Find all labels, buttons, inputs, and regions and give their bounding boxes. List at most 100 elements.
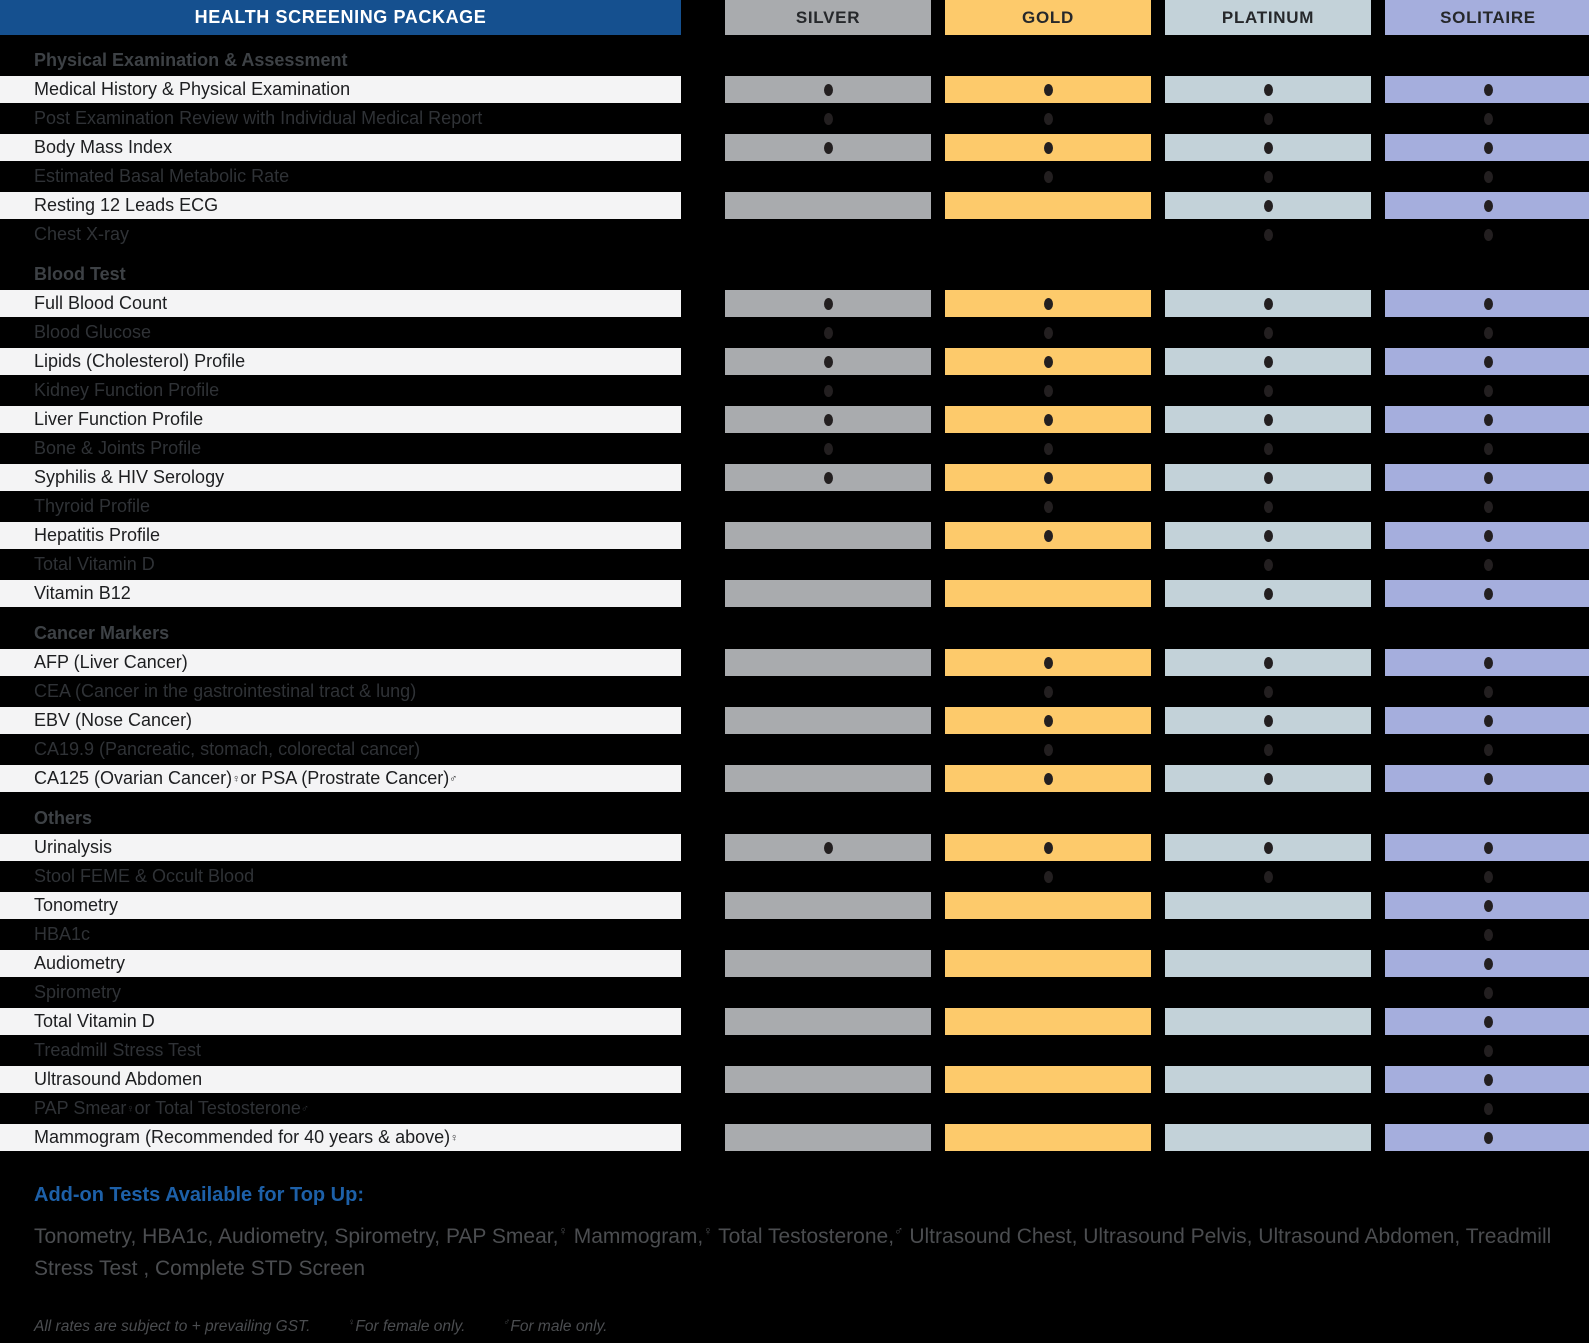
table-row: Hepatitis Profile <box>0 521 1589 550</box>
package-cell-silver <box>725 319 931 346</box>
row-label: CEA (Cancer in the gastrointestinal trac… <box>34 681 417 701</box>
included-dot <box>1043 83 1053 96</box>
package-cell-solitaire <box>1385 950 1589 977</box>
included-dot <box>1483 558 1493 571</box>
package-cell-silver <box>725 736 931 763</box>
included-dot <box>1263 228 1273 241</box>
included-dot <box>1043 772 1053 785</box>
included-dot <box>1483 384 1493 397</box>
row-label: CA125 (Ovarian Cancer) ♀ or PSA (Prostrat… <box>0 765 681 792</box>
package-cell-silver <box>725 1008 931 1035</box>
package-cell-solitaire <box>1385 522 1589 549</box>
package-cell-gold <box>945 736 1151 763</box>
package-cell-gold <box>945 493 1151 520</box>
table-row: AFP (Liver Cancer) <box>0 648 1589 677</box>
row-label: Tonometry <box>0 892 681 919</box>
included-dot <box>1263 326 1273 339</box>
footnote-male: ♂For male only. <box>503 1316 608 1335</box>
included-dot <box>1263 685 1273 698</box>
included-dot <box>1043 714 1053 727</box>
row-label: Total Vitamin D <box>0 1008 681 1035</box>
package-cell-silver <box>725 707 931 734</box>
included-dot <box>1043 685 1053 698</box>
row-label: Post Examination Review with Individual … <box>34 108 483 128</box>
included-dot <box>1043 170 1053 183</box>
included-dot <box>1263 442 1273 455</box>
included-dot <box>1263 772 1273 785</box>
included-dot <box>1483 928 1493 941</box>
row-label: Estimated Basal Metabolic Rate <box>34 166 290 186</box>
included-dot <box>1043 384 1053 397</box>
package-cell-platinum <box>1165 950 1371 977</box>
footnote: All rates are subject to + prevailing GS… <box>34 1316 1589 1336</box>
included-dot <box>1483 986 1493 999</box>
package-cell-platinum <box>1165 493 1371 520</box>
table-row: Body Mass Index <box>0 133 1589 162</box>
package-cell-platinum <box>1165 435 1371 462</box>
package-cell-platinum <box>1165 348 1371 375</box>
addon-list: Tonometry, HBA1c, Audiometry, Spirometry… <box>34 1224 1552 1280</box>
package-cell-gold <box>945 192 1151 219</box>
package-cell-gold <box>945 377 1151 404</box>
included-dot <box>1483 656 1493 669</box>
package-cell-solitaire <box>1385 892 1589 919</box>
column-header-silver: SILVER <box>725 0 931 35</box>
package-cell-silver <box>725 435 931 462</box>
row-label: Treadmill Stress Test <box>34 1040 202 1060</box>
table-row: Resting 12 Leads ECG <box>0 191 1589 220</box>
row-label: Bone & Joints Profile <box>34 438 202 458</box>
row-label: Body Mass Index <box>0 134 681 161</box>
package-cell-silver <box>725 979 931 1006</box>
package-cell-solitaire <box>1385 290 1589 317</box>
package-cell-solitaire <box>1385 192 1589 219</box>
package-cell-silver <box>725 348 931 375</box>
included-dot <box>1263 170 1273 183</box>
package-cell-platinum <box>1165 551 1371 578</box>
package-cell-platinum <box>1165 163 1371 190</box>
addon-heading: Add-on Tests Available for Top Up: <box>34 1184 364 1206</box>
table-title: HEALTH SCREENING PACKAGE <box>0 0 681 35</box>
package-cell-platinum <box>1165 1037 1371 1064</box>
included-dot <box>1483 413 1493 426</box>
included-dot <box>1483 199 1493 212</box>
included-dot <box>1263 529 1273 542</box>
included-dot <box>1263 471 1273 484</box>
package-cell-platinum <box>1165 290 1371 317</box>
footnote-female: ♀For female only. <box>348 1316 466 1335</box>
package-cell-solitaire <box>1385 464 1589 491</box>
row-label: Chest X-ray <box>34 224 130 244</box>
row-label: AFP (Liver Cancer) <box>0 649 681 676</box>
row-label: Vitamin B12 <box>0 580 681 607</box>
package-cell-platinum <box>1165 863 1371 890</box>
included-dot <box>1263 112 1273 125</box>
table-body: Physical Examination & Assessment Medical… <box>0 45 1589 1152</box>
included-dot <box>1263 83 1273 96</box>
package-cell-gold <box>945 163 1151 190</box>
included-dot <box>1263 743 1273 756</box>
package-cell-silver <box>725 163 931 190</box>
included-dot <box>1483 841 1493 854</box>
package-cell-platinum <box>1165 892 1371 919</box>
included-dot <box>823 841 833 854</box>
included-dot <box>1483 170 1493 183</box>
package-cell-solitaire <box>1385 580 1589 607</box>
table-header-row: HEALTH SCREENING PACKAGE SILVER GOLD PLATI… <box>0 0 1589 35</box>
package-cell-gold <box>945 707 1151 734</box>
row-label: Full Blood Count <box>0 290 681 317</box>
included-dot <box>1263 297 1273 310</box>
package-cell-gold <box>945 1037 1151 1064</box>
package-cell-silver <box>725 493 931 520</box>
row-label: PAP Smear ♀ or Total Testosterone ♂ <box>34 1098 310 1118</box>
table-row: Vitamin B12 <box>0 579 1589 608</box>
package-cell-solitaire <box>1385 1095 1589 1122</box>
package-cell-platinum <box>1165 1066 1371 1093</box>
package-cell-gold <box>945 319 1151 346</box>
included-dot <box>1483 587 1493 600</box>
package-cell-silver <box>725 76 931 103</box>
included-dot <box>1483 772 1493 785</box>
package-cell-silver <box>725 134 931 161</box>
package-cell-silver <box>725 834 931 861</box>
table-row: Ultrasound Abdomen <box>0 1065 1589 1094</box>
table-row: Estimated Basal Metabolic Rate <box>0 162 1589 191</box>
included-dot <box>823 355 833 368</box>
